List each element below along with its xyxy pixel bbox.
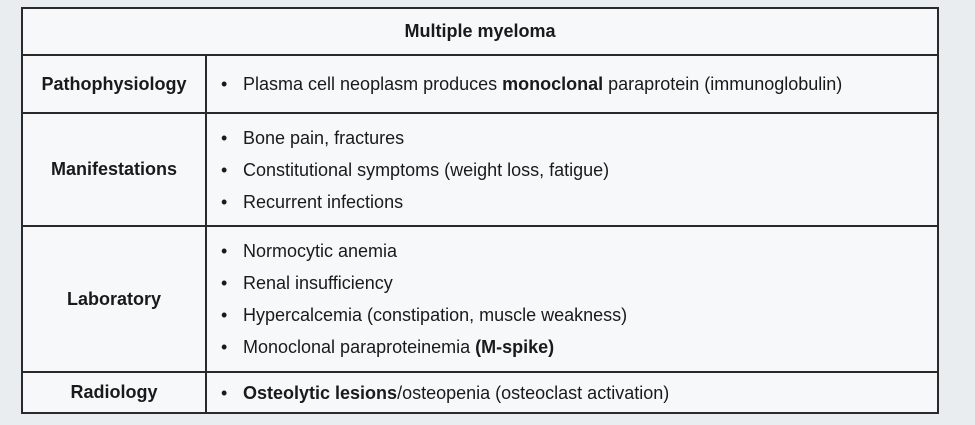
emphasis-text: (M-spike): [475, 337, 555, 357]
row-label: Manifestations: [23, 114, 207, 225]
list-item: • Plasma cell neoplasm produces monoclon…: [219, 68, 937, 100]
bullet-icon: •: [221, 241, 228, 261]
bullet-icon: •: [221, 273, 228, 293]
bullet-icon: •: [221, 74, 228, 94]
list-item: • Normocytic anemia: [219, 235, 937, 267]
row-content: • Plasma cell neoplasm produces monoclon…: [207, 56, 937, 112]
bullet-icon: •: [221, 382, 228, 403]
myeloma-table: Multiple myeloma Pathophysiology • Plasm…: [21, 7, 939, 414]
bullet-icon: •: [221, 305, 228, 325]
table-row-manifestations: Manifestations • Bone pain, fractures • …: [23, 114, 937, 227]
bullet-icon: •: [221, 191, 228, 212]
list-item: • Monoclonal paraproteinemia (M-spike): [219, 331, 937, 363]
table-title: Multiple myeloma: [23, 9, 937, 56]
row-content: • Normocytic anemia • Renal insufficienc…: [207, 227, 937, 371]
list-item: • Constitutional symptoms (weight loss, …: [219, 154, 937, 186]
list-item: • Bone pain, fractures: [219, 122, 937, 154]
table-row-radiology: Radiology • Osteolytic lesions/osteopeni…: [23, 373, 937, 412]
list-item: • Recurrent infections: [219, 186, 937, 218]
table-row-pathophysiology: Pathophysiology • Plasma cell neoplasm p…: [23, 56, 937, 114]
bullet-icon: •: [221, 127, 228, 148]
row-label: Pathophysiology: [23, 56, 207, 112]
row-label: Radiology: [23, 373, 207, 412]
row-label: Laboratory: [23, 227, 207, 371]
list-item: • Osteolytic lesions/osteopenia (osteocl…: [219, 377, 937, 409]
list-item: • Renal insufficiency: [219, 267, 937, 299]
list-item: • Hypercalcemia (constipation, muscle we…: [219, 299, 937, 331]
table-row-laboratory: Laboratory • Normocytic anemia • Renal i…: [23, 227, 937, 373]
row-content: • Bone pain, fractures • Constitutional …: [207, 114, 937, 225]
bullet-icon: •: [221, 337, 228, 357]
row-content: • Osteolytic lesions/osteopenia (osteocl…: [207, 373, 937, 412]
emphasis-text: Osteolytic lesions: [243, 382, 398, 403]
emphasis-text: monoclonal: [502, 74, 604, 94]
bullet-icon: •: [221, 159, 228, 180]
